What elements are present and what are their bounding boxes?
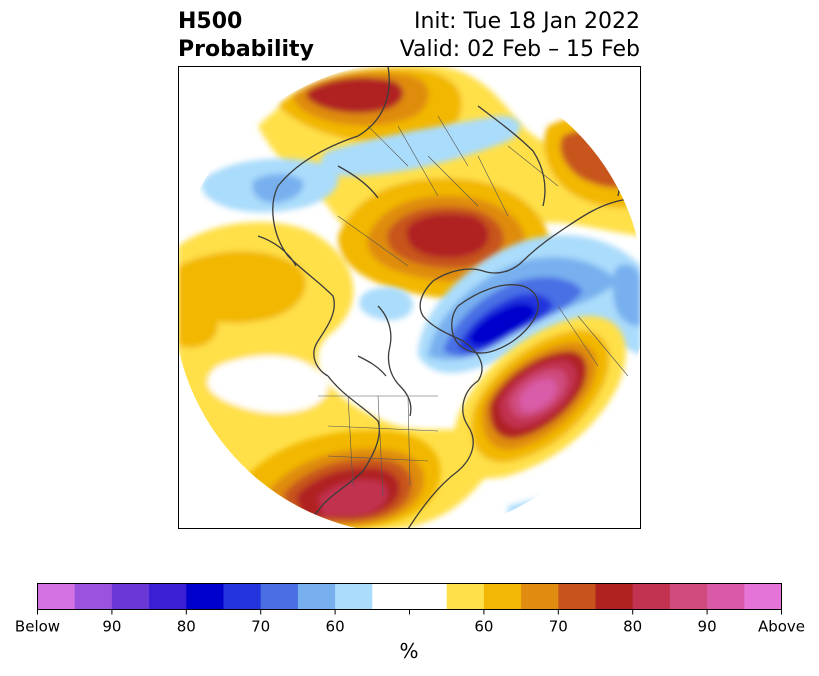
colorbar-unit: % — [399, 639, 418, 663]
colorbar-tick-label: 80 — [623, 618, 642, 636]
colorbar-swatch — [744, 583, 782, 610]
colorbar-swatch — [632, 583, 671, 610]
colorbar-swatch — [595, 583, 634, 610]
colorbar-swatch — [186, 583, 224, 610]
map-title: H500 Probability — [178, 8, 314, 64]
colorbar-tick-label: 90 — [698, 618, 717, 636]
title-variable: H500 — [178, 9, 243, 34]
colorbar-swatch — [149, 583, 187, 610]
colorbar-swatch — [111, 583, 150, 610]
colorbar-swatches — [37, 583, 782, 610]
colorbar-tick-label: Below — [15, 618, 60, 636]
colorbar-tick-label: 60 — [326, 618, 345, 636]
colorbar-swatch — [409, 583, 448, 610]
colorbar-swatch — [558, 583, 596, 610]
map-dates: Init: Tue 18 Jan 2022 Valid: 02 Feb – 15… — [400, 8, 640, 64]
colorbar-swatch — [74, 583, 113, 610]
map-frame — [178, 66, 641, 529]
colorbar-ticks: Below 90 80 70 60 60 70 80 90 Above — [15, 609, 805, 636]
political-borders — [318, 115, 629, 497]
colorbar-swatch — [223, 583, 262, 610]
colorbar-swatch — [521, 583, 559, 610]
colorbar-swatch — [707, 583, 745, 610]
probability-map — [178, 66, 641, 529]
colorbar-swatch — [372, 583, 410, 610]
valid-dates: Valid: 02 Feb – 15 Feb — [399, 37, 640, 62]
colorbar-swatch — [260, 583, 299, 610]
colorbar-tick-label: 90 — [102, 618, 121, 636]
colorbar-swatch — [37, 583, 76, 610]
colorbar-swatch — [297, 583, 336, 610]
colorbar-tick-label: 80 — [177, 618, 196, 636]
colorbar-tick-label: 70 — [549, 618, 568, 636]
colorbar: Below 90 80 70 60 60 70 80 90 Above % — [15, 583, 805, 663]
colorbar-swatch — [483, 583, 522, 610]
colorbar-swatch — [335, 583, 373, 610]
init-date: Init: Tue 18 Jan 2022 — [413, 9, 640, 34]
colorbar-swatch — [446, 583, 485, 610]
colorbar-tick-label: 70 — [251, 618, 270, 636]
title-product: Probability — [178, 37, 314, 62]
colorbar-tick-label: 60 — [474, 618, 493, 636]
colorbar-tick-label: Above — [758, 618, 805, 636]
colorbar-swatch — [669, 583, 708, 610]
